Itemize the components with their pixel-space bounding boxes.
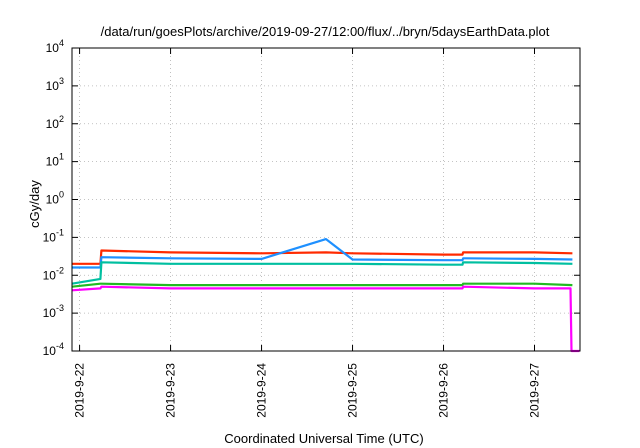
y-axis: 10-4 10-3 10-2 10-1 100 101 102 103 104 [43,38,580,358]
y-tick-label: 10-2 [43,265,64,282]
y-tick-label: 10-1 [43,227,64,244]
series-line-1 [72,249,573,265]
y-tick-label: 10-3 [43,303,64,320]
series-line-3 [71,261,573,285]
x-tick-label: 2019-9-25 [346,363,360,418]
grid [72,48,580,351]
x-tick-label: 2019-9-24 [255,363,269,418]
y-tick-label: 100 [46,190,64,207]
x-axis-label: Coordinated Universal Time (UTC) [224,431,423,446]
y-tick-label: 10-4 [43,341,64,358]
y-axis-label: cGy/day [27,180,42,228]
chart-title: /data/run/goesPlots/archive/2019-09-27/1… [101,24,550,39]
y-tick-label: 102 [46,114,64,131]
x-axis: 2019-9-22 2019-9-23 2019-9-24 2019-9-25 2019… [73,48,542,418]
x-tick-label: 2019-9-22 [73,363,87,418]
x-tick-label: 2019-9-26 [437,363,451,418]
x-tick-label: 2019-9-23 [164,363,178,418]
y-tick-label: 103 [46,76,64,93]
series-group [71,238,580,353]
series-line-4 [71,282,573,288]
x-tick-label: 2019-9-27 [528,363,542,418]
series-line-2 [72,238,573,269]
y-tick-label: 104 [46,38,64,55]
series-line-5 [71,285,580,353]
y-tick-label: 101 [46,152,64,169]
